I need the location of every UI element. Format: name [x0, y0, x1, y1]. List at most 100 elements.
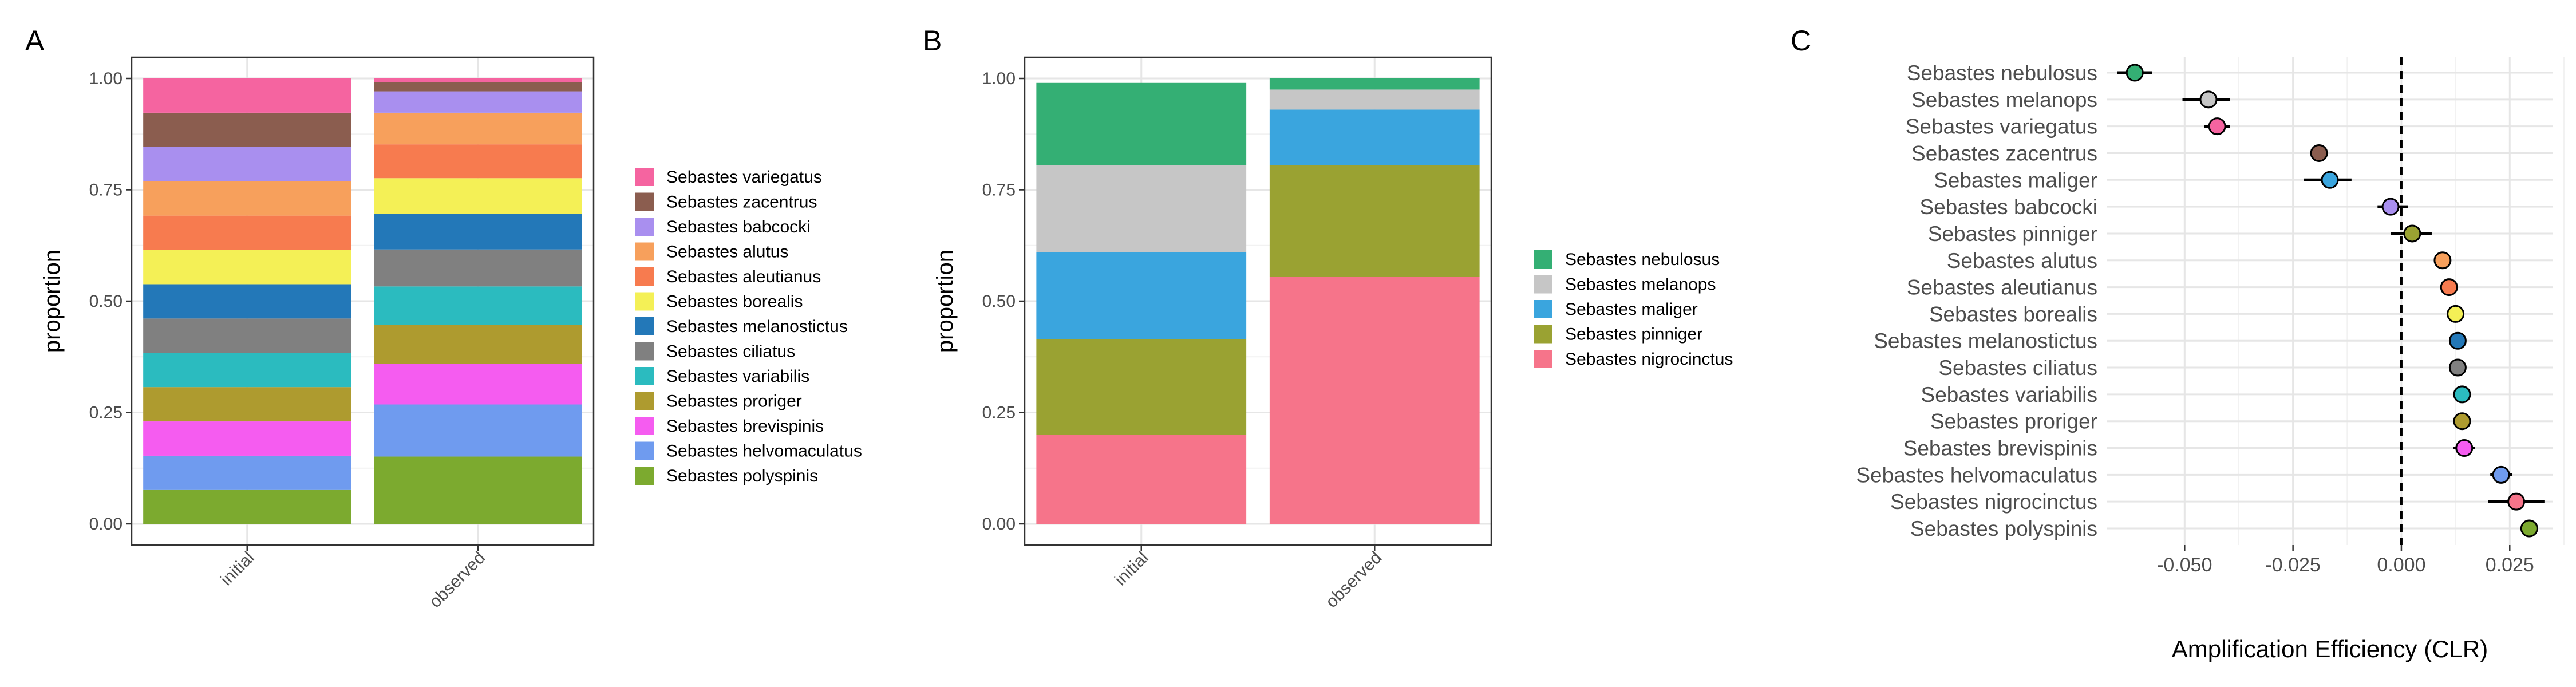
bar-segment-observed-11 — [374, 364, 582, 405]
y-tick-label: 0.75 — [89, 181, 123, 200]
legend-key — [635, 267, 654, 286]
bar-segment-initial-2 — [1036, 165, 1247, 252]
legend-label: Sebastes maliger — [1565, 300, 1698, 319]
bar-segment-observed-9 — [374, 286, 582, 325]
y-category-label: Sebastes melanops — [1911, 88, 2097, 112]
bar-segment-initial-10 — [143, 387, 351, 422]
panel-c: Sebastes nebulosus Sebastes melanops Sebas… — [1791, 25, 2565, 662]
y-category-label: Sebastes nebulosus — [1907, 61, 2097, 85]
legend-label: Sebastes borealis — [666, 293, 803, 311]
legend-key — [1534, 325, 1552, 344]
legend-key — [635, 292, 654, 311]
y-tick-label: 1.00 — [982, 69, 1016, 88]
legend-label: Sebastes zacentrus — [666, 193, 817, 212]
y-category-label: Sebastes alutus — [1947, 249, 2097, 273]
y-category-label: Sebastes zacentrus — [1911, 141, 2097, 165]
bar-segment-initial-9 — [143, 353, 351, 388]
legend-label: Sebastes brevispinis — [666, 417, 824, 436]
point-14 — [2453, 412, 2471, 431]
legend-key — [635, 218, 654, 236]
point-7 — [2403, 224, 2421, 243]
legend-label: Sebastes babcocki — [666, 218, 811, 236]
bar-segment-observed-12 — [374, 404, 582, 457]
bar-segment-initial-4 — [143, 181, 351, 216]
point-9 — [2440, 278, 2458, 297]
point-12 — [2448, 358, 2467, 377]
y-category-label: Sebastes variabilis — [1921, 383, 2097, 406]
legend-label: Sebastes helvomaculatus — [666, 442, 862, 461]
legend-label: Sebastes proriger — [666, 392, 802, 411]
y-tick-label: 1.00 — [89, 69, 123, 88]
bar-segment-initial-5 — [143, 215, 351, 250]
legend-label: Sebastes variabilis — [666, 367, 809, 386]
legend-key — [635, 317, 654, 335]
bar-segment-initial-7 — [143, 284, 351, 319]
point-10 — [2447, 305, 2465, 323]
x-tick-label: 0.025 — [2486, 554, 2534, 576]
legend-key — [1534, 250, 1552, 269]
bar-segment-observed-4 — [1269, 165, 1480, 277]
y-category-label: Sebastes babcocki — [1919, 195, 2097, 219]
bar-segment-observed-3 — [374, 91, 582, 113]
y-tick-label: 0.50 — [982, 292, 1016, 311]
x-tick-label: 0.000 — [2377, 554, 2425, 576]
y-category-label: Sebastes pinniger — [1928, 222, 2097, 246]
bar-segment-observed-1 — [1269, 78, 1480, 90]
point-17 — [2507, 492, 2526, 511]
legend-key — [1534, 275, 1552, 294]
y-category-label: Sebastes maliger — [1934, 168, 2097, 192]
point-4 — [2310, 144, 2328, 162]
y-category-label: Sebastes variegatus — [1906, 115, 2097, 139]
x-axis-title: Amplification Efficiency (CLR) — [2172, 635, 2488, 662]
y-axis-title: proportion — [39, 250, 65, 353]
y-tick-label: 0.50 — [89, 292, 123, 311]
bar-segment-initial-1 — [1036, 82, 1247, 165]
legend-key — [635, 168, 654, 186]
point-13 — [2453, 385, 2471, 404]
y-category-label: Sebastes polyspinis — [1910, 517, 2097, 540]
y-tick-label: 0.00 — [89, 515, 123, 534]
y-category-label: Sebastes nigrocinctus — [1890, 490, 2097, 514]
point-11 — [2448, 331, 2467, 350]
y-axis-title: proportion — [933, 250, 958, 353]
y-category-label: Sebastes proriger — [1930, 410, 2097, 433]
bar-segment-observed-7 — [374, 214, 582, 250]
panel-letter: C — [1791, 25, 1811, 57]
y-tick-label: 0.75 — [982, 181, 1016, 200]
legend-key — [635, 467, 654, 485]
bar-segment-initial-13 — [143, 489, 351, 524]
y-tick-label: 0.25 — [89, 404, 123, 423]
bar-segment-observed-13 — [374, 456, 582, 524]
legend-label: Sebastes nigrocinctus — [1565, 350, 1733, 369]
legend-label: Sebastes melanops — [1565, 275, 1716, 294]
point-15 — [2455, 439, 2474, 457]
bar-segment-initial-6 — [143, 250, 351, 285]
legend-key — [1534, 350, 1552, 368]
bar-segment-initial-2 — [143, 112, 351, 147]
bar-segment-observed-5 — [374, 144, 582, 179]
y-category-label: Sebastes aleutianus — [1907, 276, 2097, 299]
bar-segment-initial-11 — [143, 421, 351, 456]
bar-segment-observed-4 — [374, 112, 582, 145]
panel-letter: B — [923, 25, 942, 57]
bar-segment-observed-6 — [374, 178, 582, 214]
bar-segment-initial-3 — [143, 147, 351, 181]
y-tick-label: 0.25 — [982, 404, 1016, 423]
legend-label: Sebastes variegatus — [666, 168, 822, 187]
legend-key — [635, 417, 654, 435]
point-16 — [2492, 465, 2510, 484]
legend-key — [635, 242, 654, 261]
y-category-label: Sebastes helvomaculatus — [1856, 463, 2097, 487]
legend-label: Sebastes nebulosus — [1565, 250, 1720, 269]
bar-segment-observed-3 — [1269, 109, 1480, 165]
bar-segment-initial-5 — [1036, 435, 1247, 524]
bar-segment-observed-2 — [1269, 89, 1480, 110]
legend-key — [635, 367, 654, 385]
bar-segment-observed-8 — [374, 249, 582, 287]
bar-segment-observed-10 — [374, 325, 582, 364]
y-tick-label: 0.00 — [982, 515, 1016, 534]
bar-segment-observed-5 — [1269, 277, 1480, 524]
